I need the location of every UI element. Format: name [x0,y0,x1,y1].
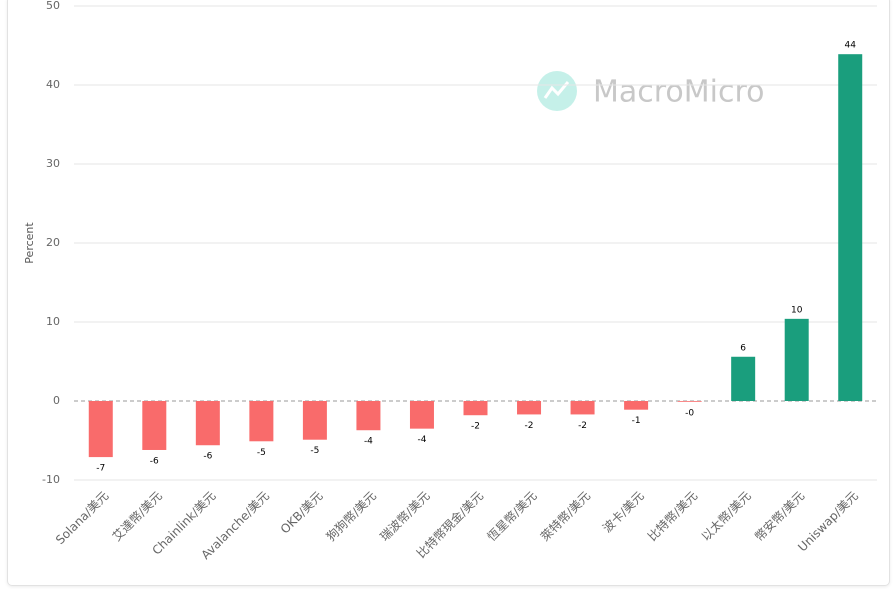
data-label: -2 [525,421,534,431]
data-label: -5 [257,448,266,458]
y-axis-label: Percent [23,222,36,264]
x-tick-label: 波卡/美元 [600,489,647,536]
y-tick-label: -10 [42,473,60,486]
x-tick-label: 恆星幣/美元 [484,489,539,544]
bar [784,318,809,401]
data-label: -4 [364,437,373,447]
x-tick-label: OKB/美元 [278,489,326,537]
x-tick-label: 萊特幣/美元 [537,488,593,544]
data-label: -0 [685,408,694,418]
bar [249,401,274,442]
bar [302,401,327,440]
bar [142,401,167,450]
bar [731,356,756,401]
bar [570,401,595,415]
bar [624,401,649,410]
y-tick-label: 30 [46,157,60,170]
bar [88,401,113,458]
watermark-logo [537,71,577,111]
data-label: -6 [203,452,212,462]
y-tick-label: 0 [53,394,60,407]
x-tick-label: 瑞波幣/美元 [377,489,432,544]
x-tick-label: 幣安幣/美元 [751,488,807,544]
y-tick-label: 20 [46,236,60,249]
watermark: MacroMicro [593,75,765,110]
data-label: -5 [310,446,319,456]
bar [677,401,702,402]
bar [356,401,381,431]
data-label: -7 [96,464,105,474]
data-label: 44 [845,41,857,51]
y-tick-label: 10 [46,315,60,328]
data-label: 6 [740,343,746,353]
data-label: -2 [578,421,587,431]
y-tick-label: 40 [46,78,60,91]
x-tick-label: Solana/美元 [53,489,111,547]
x-tick-label: 比特幣/美元 [644,488,700,544]
data-label: 10 [791,305,803,315]
x-tick-label: 狗狗幣/美元 [324,489,379,544]
data-label: -1 [632,416,641,426]
data-label: -2 [471,422,480,432]
bar [838,54,863,401]
bar [463,401,488,416]
bar [195,401,220,446]
bar [517,401,542,415]
data-label: -4 [417,435,426,445]
card [7,0,890,586]
bar [409,401,434,429]
data-label: -6 [150,456,159,466]
y-tick-label: 50 [46,0,60,12]
x-tick-label: 以太幣/美元 [698,488,754,544]
x-tick-label: 艾達幣/美元 [110,489,165,544]
